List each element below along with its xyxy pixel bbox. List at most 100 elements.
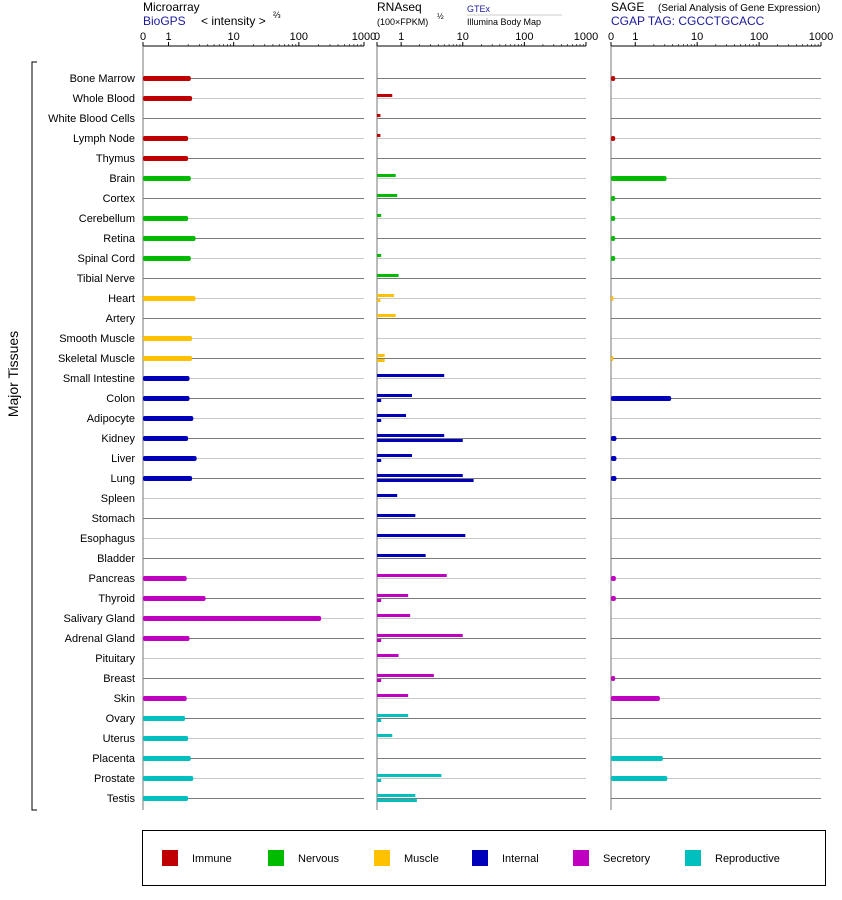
microarray-bar [143,256,191,261]
sage-bar [611,436,617,441]
microarray-bar [143,776,194,781]
category-label: Adrenal Gland [65,633,135,645]
legend-item-muscle: Muscle [374,850,439,866]
illumina-bar [377,779,382,782]
category-label: Kidney [101,433,135,445]
rnaseq-source-gtex[interactable]: GTEx [467,4,491,14]
category-label: Liver [111,453,135,465]
legend-swatch [573,850,589,866]
microarray-source[interactable]: BioGPS [143,14,186,28]
microarray-bar [143,616,322,621]
illumina-bar [377,799,417,802]
microarray-tick-label: 10 [228,31,240,43]
category-label: Spleen [101,493,135,505]
gtex-bar [377,394,412,397]
legend-label: Nervous [298,853,339,865]
sage-tick-label: 1 [632,31,638,43]
microarray-bar [143,156,189,161]
legend-label: Muscle [404,853,439,865]
illumina-bar [377,599,382,602]
sage-bar [611,76,616,81]
illumina-bar [377,479,474,482]
legend-item-internal: Internal [472,850,539,866]
category-label: Pituitary [95,653,135,665]
microarray-bar [143,456,197,461]
microarray-bar [143,476,193,481]
legend-label: Reproductive [715,853,780,865]
sage-bar [611,456,617,461]
category-label: Breast [103,673,135,685]
rnaseq-tick-label: 10 [457,31,469,43]
category-labels: Bone Marrow Whole Blood White Blood Cells L… [48,73,136,805]
gtex-bar [377,114,381,117]
sage-bar [611,756,663,761]
sage-bar [611,596,616,601]
microarray-bar [143,176,191,181]
legend: Immune Nervous Muscle Internal Secretory Repr… [162,850,780,866]
gtex-bar [377,494,398,497]
category-label: Stomach [92,513,135,525]
microarray-bar [143,436,189,441]
illumina-bar [377,459,382,462]
category-label: Tibial Nerve [77,273,135,285]
category-label: Salivary Gland [63,613,135,625]
sage-bar [611,256,616,261]
microarray-scale-exponent: ⅔ [273,10,281,20]
microarray-title: Microarray [143,0,200,14]
gtex-bar [377,654,399,657]
legend-item-secretory: Secretory [573,850,651,866]
sage-tick-label: 0 [608,31,614,43]
legend-item-reproductive: Reproductive [685,850,780,866]
category-label: Bone Marrow [70,73,135,85]
sage-tick-label: 10 [691,31,703,43]
gtex-bar [377,534,466,537]
category-label: Heart [108,293,135,305]
gtex-bar [377,774,442,777]
category-label: Brain [109,173,135,185]
sage-tag-line[interactable]: CGAP TAG: CGCCTGCACC [611,14,765,28]
category-label: Lung [111,473,135,485]
gtex-bar [377,634,463,637]
legend-swatch [374,850,390,866]
category-label: Bladder [97,553,135,565]
gtex-bar [377,414,407,417]
sage-bar [611,476,617,481]
category-label: Adipocyte [87,413,135,425]
gtex-bar [377,714,409,717]
sage-bar [611,696,660,701]
y-group-label: Major Tissues [5,331,21,417]
category-label: Testis [107,793,136,805]
rnaseq-scale-exponent: ½ [437,12,444,21]
gridlines [143,78,821,799]
category-label: Colon [106,393,135,405]
gtex-bar [377,194,398,197]
sage-axis: 0 1 10 100 1000 [608,31,833,810]
category-label: Thymus [96,153,136,165]
gtex-bar [377,434,445,437]
sage-title: SAGE [611,0,644,14]
microarray-tick-label: 1000 [352,31,376,43]
microarray-bar [143,596,206,601]
gtex-bar [377,554,426,557]
gtex-bar [377,94,393,97]
illumina-bar [377,299,381,302]
microarray-bar [143,736,189,741]
sage-bar [611,396,672,401]
sage-bar [611,676,616,681]
legend-swatch [685,850,701,866]
category-label: Smooth Muscle [59,333,135,345]
illumina-bar [377,639,382,642]
gtex-bar [377,254,382,257]
category-label: Skin [114,693,135,705]
category-label: Artery [106,313,136,325]
rnaseq-title: RNAseq [377,0,422,14]
microarray-bar [143,376,190,381]
microarray-bar [143,336,193,341]
gtex-bar [377,574,447,577]
category-label: Placenta [92,753,136,765]
gtex-bar [377,614,411,617]
microarray-bar [143,716,186,721]
category-label: Thyroid [98,593,135,605]
